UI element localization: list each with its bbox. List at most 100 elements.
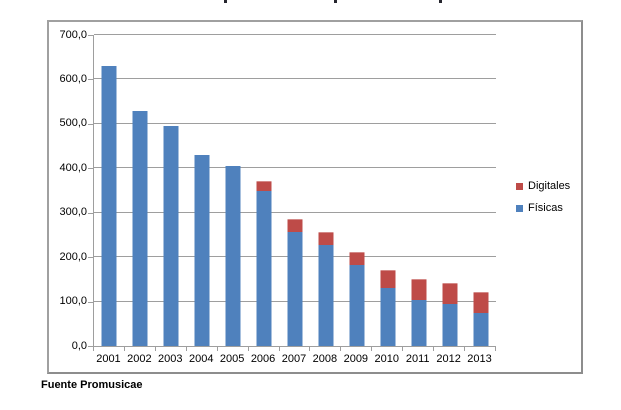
bar-group [310,35,341,346]
bar-2009-digitales [349,252,365,265]
bar-group [187,35,218,346]
x-tick-label: 2010 [374,353,399,365]
bar-2012-fisicas [442,304,458,346]
bar-stack-2011 [411,279,427,346]
bar-stack-2010 [380,270,396,346]
bar-2012-digitales [442,282,458,305]
bar-stack-2001 [101,66,117,346]
bar-2013-digitales [473,292,489,314]
bar-stack-2009 [349,252,365,346]
x-axis-tick [186,347,187,351]
y-tick-label: 0,0 [71,340,87,352]
y-tick-label: 200,0 [59,251,87,263]
bar-stack-2003 [163,126,179,346]
bar-stack-2013 [473,292,489,346]
legend: Digitales Físicas [516,180,570,224]
gridline [94,167,496,168]
digitales-swatch [516,182,523,190]
bar-2002-fisicas [132,110,148,346]
y-tick-label: 600,0 [59,73,87,85]
bar-stack-2008 [318,232,334,346]
bar-group [218,35,249,346]
bar-2010-digitales [380,270,396,289]
bar-2005-fisicas [225,166,241,346]
bar-2006-fisicas [256,190,272,346]
x-axis-tick [248,347,249,351]
x-axis-tick [340,347,341,351]
x-axis-tick [124,347,125,351]
legend-label-digitales: Digitales [528,180,571,192]
bar-stack-2005 [225,166,241,346]
bar-group [156,35,187,346]
bar-2011-digitales [411,279,427,300]
y-axis-tick [88,302,93,303]
bar-group [434,35,465,346]
x-axis-tick [309,347,310,351]
x-axis-tick [155,347,156,351]
y-tick-label: 300,0 [59,206,87,218]
bar-2008-digitales [318,232,334,245]
y-axis-tick [88,346,93,347]
bar-group [341,35,372,346]
bar-group [403,35,434,346]
bar-2010-fisicas [380,288,396,346]
x-tick-label: 2011 [405,353,430,365]
bar-2013-fisicas [473,313,489,346]
x-tick-label: 2004 [188,353,214,365]
bar-stack-2007 [287,218,303,346]
plot-area [93,34,496,347]
fisicas-swatch [516,204,523,212]
x-axis-tick [371,347,372,351]
bar-stack-2002 [132,110,148,346]
x-tick-label: 2005 [219,353,245,365]
bar-2007-fisicas [287,231,303,346]
chart-frame: 700,0 600,0 500,0 400,0 300,0 200,0 100,0 0,0 2… [47,20,583,374]
x-tick-label: 2013 [467,353,492,365]
bar-group [465,35,496,346]
legend-item-fisicas: Físicas [516,202,570,214]
x-tick-label: 2007 [281,353,307,365]
bar-2008-fisicas [318,244,334,346]
bar-2003-fisicas [163,126,179,346]
y-tick-label: 100,0 [59,295,87,307]
x-tick-label: 2009 [343,353,369,365]
cropped-title-fragment [224,0,227,3]
y-axis-tick [88,35,93,36]
gridline [94,34,496,35]
bar-stack-2006 [256,181,272,346]
source-caption: Fuente Promusicae [41,379,143,391]
gridline [94,123,496,124]
bar-2009-fisicas [349,264,365,346]
x-axis-tick [93,347,94,351]
bar-2007-digitales [287,218,303,232]
x-axis-tick [217,347,218,351]
bar-stack-2012 [442,282,458,346]
bar-group [94,35,125,346]
bar-group [372,35,403,346]
y-axis-tick [88,257,93,258]
x-tick-label: 2003 [158,353,183,365]
x-axis-tick [495,347,496,351]
y-axis-tick [88,168,93,169]
bar-2004-fisicas [194,155,210,346]
x-axis-tick [433,347,434,351]
x-axis-tick [279,347,280,351]
y-tick-label: 400,0 [59,162,87,174]
x-tick-label: 2008 [312,353,338,365]
x-tick-label: 2006 [250,353,276,365]
x-axis-tick [402,347,403,351]
y-axis-tick [88,213,93,214]
y-axis-tick [88,124,93,125]
cropped-title-fragment [334,0,337,3]
x-axis-tick [464,347,465,351]
y-axis-tick [88,79,93,80]
bar-stack-2004 [194,155,210,346]
bar-group [125,35,156,346]
bar-2001-fisicas [101,66,117,346]
bar-group [249,35,280,346]
bar-2006-digitales [256,181,272,191]
bar-2011-fisicas [411,299,427,346]
y-tick-label: 500,0 [59,117,87,129]
bar-group [280,35,311,346]
